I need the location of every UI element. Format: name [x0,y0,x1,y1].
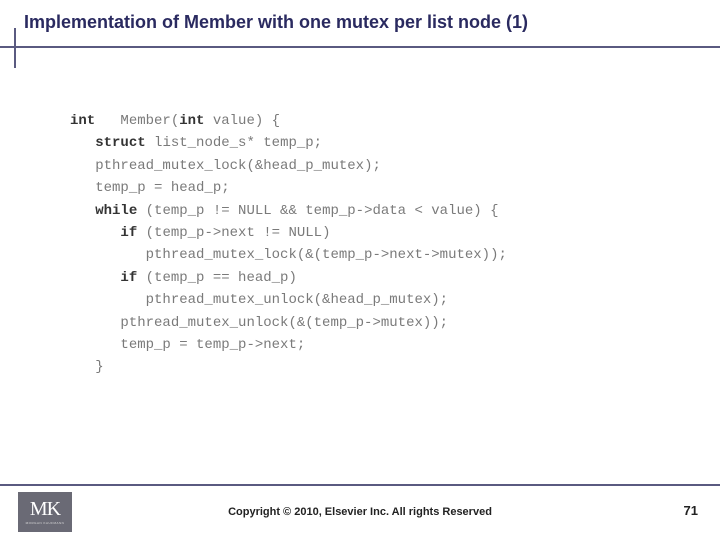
code-line: if (temp_p->next != NULL) [70,222,660,244]
code-line: pthread_mutex_unlock(&head_p_mutex); [70,289,660,311]
code-line: if (temp_p == head_p) [70,267,660,289]
footer-line [0,484,720,486]
logo-subtext: MORGAN KAUFMANN [26,521,65,525]
page-number: 71 [684,503,698,518]
code-line: temp_p = temp_p->next; [70,334,660,356]
code-line: } [70,356,660,378]
code-line: pthread_mutex_lock(&head_p_mutex); [70,155,660,177]
code-line: struct list_node_s* temp_p; [70,132,660,154]
title-tick [14,28,16,68]
slide-title: Implementation of Member with one mutex … [24,12,696,33]
code-line: int Member(int value) { [70,110,660,132]
title-underline [0,46,720,48]
code-block: int Member(int value) { struct list_node… [70,110,660,379]
code-line: pthread_mutex_lock(&(temp_p->next->mutex… [70,244,660,266]
title-bar: Implementation of Member with one mutex … [0,12,720,39]
code-line: temp_p = head_p; [70,177,660,199]
code-line: while (temp_p != NULL && temp_p->data < … [70,200,660,222]
code-line: pthread_mutex_unlock(&(temp_p->mutex)); [70,312,660,334]
copyright-text: Copyright © 2010, Elsevier Inc. All righ… [0,506,720,518]
